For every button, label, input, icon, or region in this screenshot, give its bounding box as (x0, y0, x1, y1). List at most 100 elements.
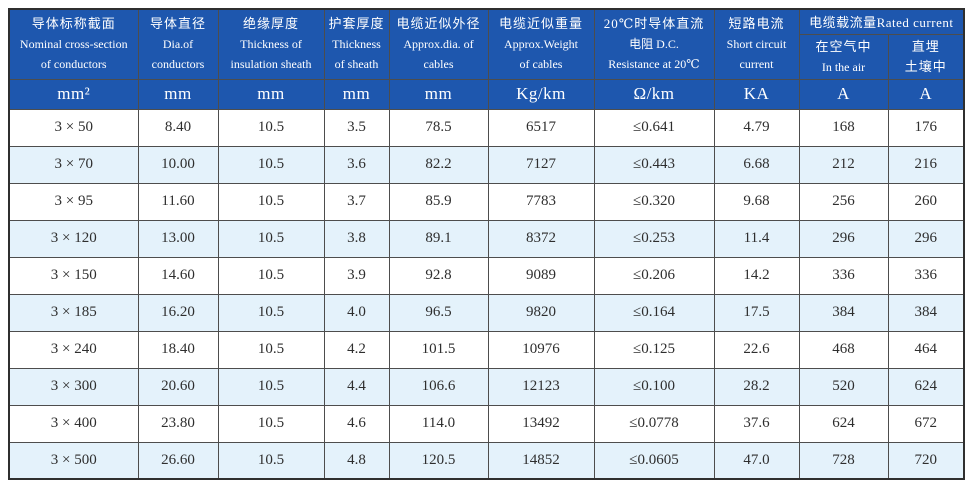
column-header-short-circuit-current: 短路电流 Short circuit current (713, 8, 800, 80)
table-row: 3 × 95 11.60 10.5 3.7 85.9 7783 ≤0.320 9.68 256 2… (8, 182, 965, 221)
table-cell: 3 × 95 (8, 182, 139, 221)
table-cell: 22.6 (713, 330, 800, 369)
table-cell: 4.0 (323, 293, 390, 332)
unit-cell: A (887, 78, 965, 110)
unit-cell: Ω/km (593, 78, 715, 110)
table-cell: 8.40 (137, 108, 219, 147)
table-cell: 10.5 (217, 367, 325, 406)
table-cell: 176 (887, 108, 965, 147)
column-header-conductor-diameter: 导体直径 Dia.of conductors (137, 8, 219, 80)
table-cell: 3 × 70 (8, 145, 139, 184)
table-cell: 672 (887, 404, 965, 443)
table-cell: 14.60 (137, 256, 219, 295)
header-line-en: Dia.of (162, 37, 194, 52)
table-row: 3 × 500 26.60 10.5 4.8 120.5 14852 ≤0.0605 47.0… (8, 441, 965, 480)
table-cell: ≤0.206 (593, 256, 715, 295)
header-line-en: Thickness (332, 37, 381, 52)
table-cell: ≤0.100 (593, 367, 715, 406)
table-cell: 3 × 50 (8, 108, 139, 147)
table-cell: 14.2 (713, 256, 800, 295)
table-row: 3 × 185 16.20 10.5 4.0 96.5 9820 ≤0.164 17.5 384… (8, 293, 965, 332)
table-cell: 3.8 (323, 219, 390, 258)
table-cell: 3 × 240 (8, 330, 139, 369)
header-line-zh: 导体标称截面 (31, 16, 116, 32)
table-cell: 384 (798, 293, 889, 332)
header-line-zh: 土壤中 (904, 58, 947, 74)
header-line-zh: 护套厚度 (328, 16, 385, 32)
header-line-zh: 导体直径 (149, 16, 206, 32)
table-cell: 16.20 (137, 293, 219, 332)
table-cell: 10.5 (217, 293, 325, 332)
header-line-zh: 绝缘厚度 (242, 16, 299, 32)
table-cell: 3 × 400 (8, 404, 139, 443)
unit-cell: KA (713, 78, 800, 110)
header-line-en: Short circuit (726, 37, 787, 52)
table-cell: 3.9 (323, 256, 390, 295)
unit-cell: mm (217, 78, 325, 110)
table-cell: 7783 (487, 182, 595, 221)
column-header-approx-weight: 电缆近似重量 Approx.Weight of cables (487, 8, 595, 80)
header-line-en: 电阻 D.C. (629, 37, 679, 52)
table-cell: 12123 (487, 367, 595, 406)
header-row-units: mm² mm mm mm mm Kg/km Ω/km KA A A (8, 78, 965, 110)
table-cell: 296 (798, 219, 889, 258)
header-line-en: of sheath (334, 57, 379, 72)
table-cell: 18.40 (137, 330, 219, 369)
table-cell: 6.68 (713, 145, 800, 184)
column-header-dc-resistance: 20℃时导体直流 电阻 D.C. Resistance at 20℃ (593, 8, 715, 80)
header-line-zh: 电缆近似重量 (498, 16, 583, 32)
column-header-approx-diameter: 电缆近似外径 Approx.dia. of cables (388, 8, 489, 80)
table-cell: 468 (798, 330, 889, 369)
header-line-en: current (739, 57, 774, 72)
table-cell: 3 × 500 (8, 441, 139, 480)
table-cell: ≤0.443 (593, 145, 715, 184)
table-cell: ≤0.0778 (593, 404, 715, 443)
table-cell: 4.6 (323, 404, 390, 443)
table-cell: 3.7 (323, 182, 390, 221)
header-line-zh: 20℃时导体直流 (603, 16, 705, 32)
unit-cell: mm (137, 78, 219, 110)
header-line-zh: 短路电流 (728, 16, 785, 32)
table-cell: 26.60 (137, 441, 219, 480)
header-line-en: Nominal cross-section (19, 37, 128, 52)
table-cell: 216 (887, 145, 965, 184)
table-cell: 3 × 120 (8, 219, 139, 258)
header-line-en: Resistance at 20℃ (608, 57, 700, 72)
table-cell: 3 × 300 (8, 367, 139, 406)
table-row: 3 × 300 20.60 10.5 4.4 106.6 12123 ≤0.100 28.2 5… (8, 367, 965, 406)
table-cell: 92.8 (388, 256, 489, 295)
table-cell: 20.60 (137, 367, 219, 406)
table-cell: 9089 (487, 256, 595, 295)
header-line-zh: 电缆近似外径 (396, 16, 481, 32)
column-header-sheath-thickness: 护套厚度 Thickness of sheath (323, 8, 390, 80)
table-cell: 7127 (487, 145, 595, 184)
table-cell: 78.5 (388, 108, 489, 147)
unit-cell: mm (388, 78, 489, 110)
table-cell: 3.6 (323, 145, 390, 184)
table-cell: 10.5 (217, 182, 325, 221)
header-line-en: of conductors (40, 57, 107, 72)
header-line-en: insulation sheath (230, 57, 312, 72)
header-line-en: Approx.dia. of (403, 37, 474, 52)
column-header-in-air: 在空气中 In the air (798, 33, 889, 80)
table-cell: 260 (887, 182, 965, 221)
table-cell: 4.4 (323, 367, 390, 406)
header-line-zh: 在空气中 (815, 38, 872, 54)
table-cell: 10.5 (217, 330, 325, 369)
table-cell: 520 (798, 367, 889, 406)
unit-cell: Kg/km (487, 78, 595, 110)
table-cell: ≤0.641 (593, 108, 715, 147)
table-row: 3 × 240 18.40 10.5 4.2 101.5 10976 ≤0.125 22.6 4… (8, 330, 965, 369)
table-cell: ≤0.320 (593, 182, 715, 221)
table-row: 3 × 120 13.00 10.5 3.8 89.1 8372 ≤0.253 11.4 296… (8, 219, 965, 258)
table-cell: 89.1 (388, 219, 489, 258)
table-cell: 624 (887, 367, 965, 406)
table-cell: 96.5 (388, 293, 489, 332)
table-cell: 3 × 185 (8, 293, 139, 332)
table-cell: 168 (798, 108, 889, 147)
column-group-header-rated-current: 电缆载流量Rated current (798, 8, 965, 35)
table-cell: ≤0.164 (593, 293, 715, 332)
header-line-en: cables (423, 57, 454, 72)
table-cell: ≤0.0605 (593, 441, 715, 480)
table-cell: 9820 (487, 293, 595, 332)
